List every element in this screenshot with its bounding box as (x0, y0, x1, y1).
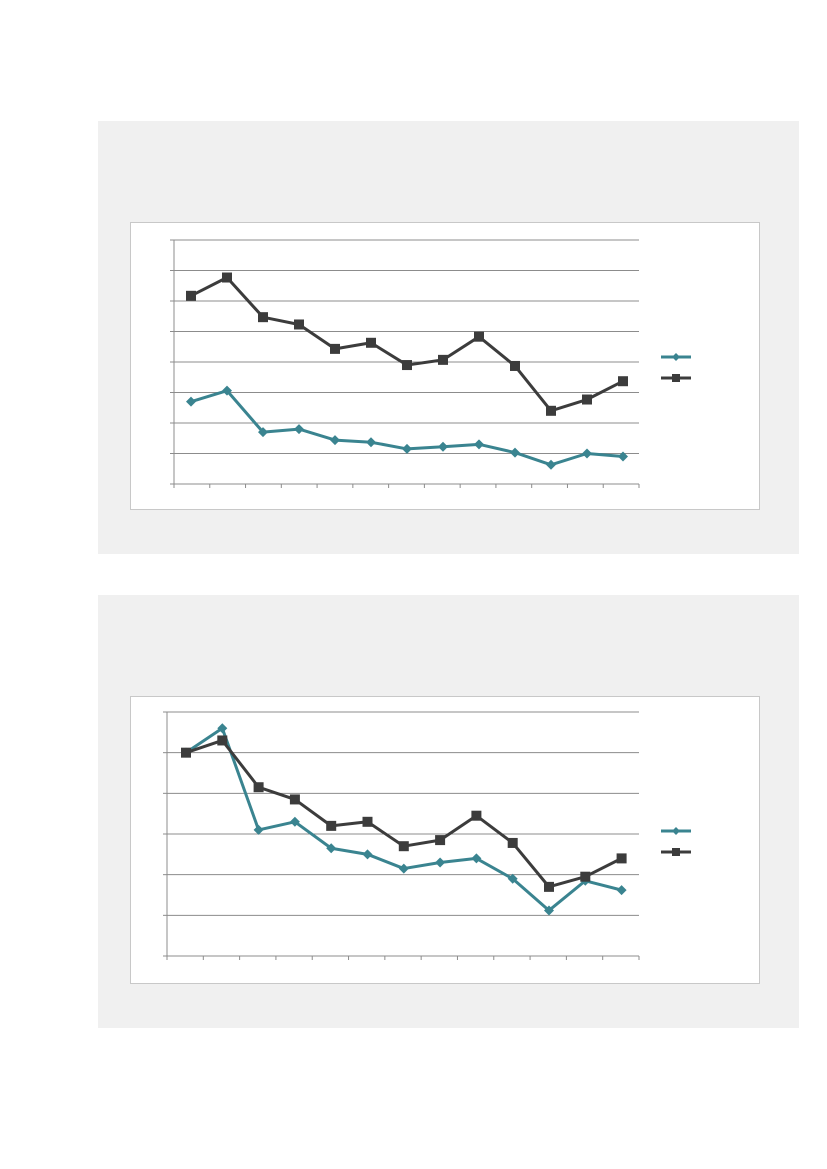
data-point (366, 437, 376, 448)
line-chart-2 (163, 711, 691, 960)
data-point (258, 312, 268, 323)
data-point (438, 441, 448, 452)
legend-marker (672, 827, 680, 835)
data-point (253, 824, 264, 835)
data-point (186, 290, 196, 301)
data-point (181, 747, 191, 758)
data-point (326, 843, 337, 854)
data-point (289, 816, 300, 827)
data-point (544, 881, 554, 892)
data-point (474, 331, 484, 342)
legend-marker (672, 374, 680, 382)
data-point (510, 360, 520, 371)
data-point (402, 443, 412, 454)
data-point (294, 424, 304, 435)
data-point (222, 385, 232, 396)
data-point (618, 451, 628, 462)
chart-area-1 (130, 222, 760, 510)
data-point (435, 835, 446, 846)
data-point (618, 376, 628, 387)
data-point (186, 396, 196, 407)
series-line-2 (190, 276, 624, 413)
data-point (253, 782, 264, 793)
data-point (435, 857, 446, 868)
legend-marker (672, 848, 680, 856)
data-point (616, 885, 627, 896)
data-point (402, 360, 412, 371)
data-point (582, 394, 592, 405)
data-point (582, 448, 592, 459)
chart-panel-1 (98, 121, 799, 554)
line-chart-1 (170, 239, 691, 488)
data-point (362, 849, 373, 860)
data-point (294, 319, 304, 330)
data-point (366, 337, 376, 348)
data-point (507, 873, 518, 884)
data-point (510, 447, 520, 458)
series-line-1 (185, 726, 622, 912)
data-point (507, 837, 518, 848)
chart-area-2 (130, 696, 760, 984)
data-point (616, 853, 627, 864)
data-point (438, 354, 448, 365)
data-point (471, 853, 482, 864)
data-point (326, 820, 337, 831)
data-point (258, 427, 268, 438)
data-point (398, 863, 409, 874)
data-point (289, 794, 300, 805)
data-point (580, 871, 591, 882)
data-point (546, 459, 556, 470)
data-point (217, 735, 228, 746)
data-point (474, 439, 484, 450)
data-point (330, 343, 340, 354)
data-point (544, 905, 554, 916)
data-point (546, 405, 556, 416)
legend-marker (672, 353, 680, 361)
data-point (362, 816, 373, 827)
chart-panel-2 (98, 595, 799, 1028)
data-point (222, 272, 232, 283)
data-point (330, 435, 340, 446)
data-point (471, 810, 482, 821)
data-point (217, 723, 228, 734)
data-point (398, 841, 409, 852)
